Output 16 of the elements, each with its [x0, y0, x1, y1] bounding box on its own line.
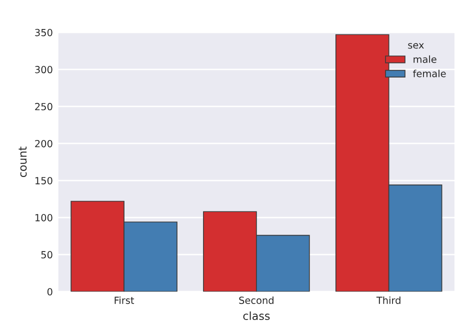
y-tick-label: 250 — [35, 102, 52, 110]
y-tick-label: 150 — [35, 176, 52, 184]
y-tick-label: 0 — [47, 288, 52, 296]
y-tick-label: 350 — [35, 28, 52, 36]
y-tick-label: 200 — [35, 140, 52, 148]
x-tick-label: First — [114, 296, 134, 304]
x-tick-label: Third — [376, 296, 400, 304]
y-tick-label: 100 — [35, 214, 52, 222]
legend-label: male — [414, 55, 436, 63]
x-axis-title: class — [243, 311, 270, 320]
legend-title: sex — [408, 43, 424, 49]
legend-label: female — [412, 70, 446, 78]
y-tick-label: 50 — [41, 251, 52, 258]
x-tick-label: Second — [239, 296, 274, 304]
y-tick-label: 300 — [35, 66, 52, 74]
y-axis-title: count — [18, 146, 27, 178]
